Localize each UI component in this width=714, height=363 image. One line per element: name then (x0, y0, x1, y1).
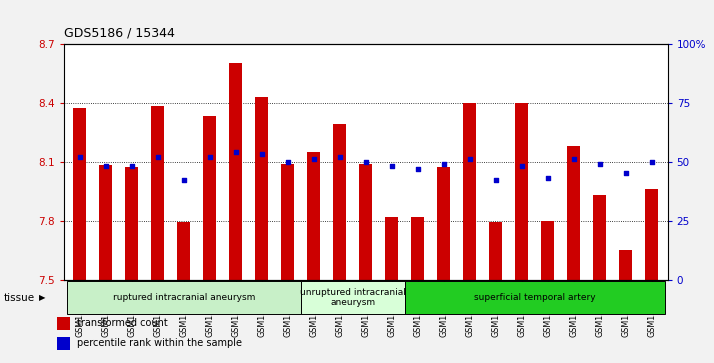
Bar (151, 106, 164, 280)
Bar (57, 317, 70, 330)
Point (334, 154, 346, 160)
Point (204, 154, 216, 160)
Bar (463, 102, 476, 280)
Point (620, 171, 632, 176)
Bar (203, 116, 216, 280)
Point (542, 175, 553, 181)
Bar (308, 152, 321, 280)
FancyBboxPatch shape (405, 281, 665, 314)
Bar (593, 195, 606, 280)
Point (74, 154, 86, 160)
Point (594, 161, 605, 167)
Point (646, 159, 658, 164)
Point (126, 163, 138, 169)
Bar (281, 163, 294, 280)
Point (386, 163, 398, 169)
Bar (333, 124, 346, 280)
Point (178, 178, 190, 183)
Bar (126, 167, 139, 280)
Bar (620, 250, 633, 280)
FancyBboxPatch shape (301, 281, 405, 314)
Bar (490, 223, 503, 280)
Point (516, 163, 528, 169)
Text: unruptured intracranial
aneurysm: unruptured intracranial aneurysm (300, 288, 406, 307)
Text: ruptured intracranial aneurysm: ruptured intracranial aneurysm (113, 293, 255, 302)
Point (282, 159, 293, 164)
Bar (74, 109, 86, 280)
Bar (256, 97, 268, 280)
Point (256, 152, 268, 158)
Point (308, 156, 320, 162)
Text: percentile rank within the sample: percentile rank within the sample (77, 338, 242, 348)
Bar (645, 189, 658, 280)
Point (412, 166, 423, 171)
Bar (386, 217, 398, 280)
FancyBboxPatch shape (67, 281, 301, 314)
Point (230, 149, 241, 155)
Text: tissue: tissue (4, 293, 35, 303)
Bar (541, 220, 555, 280)
Text: superficial temporal artery: superficial temporal artery (474, 293, 595, 302)
Bar (516, 102, 528, 280)
Point (568, 156, 580, 162)
Point (491, 178, 502, 183)
Bar (359, 163, 373, 280)
Point (438, 161, 450, 167)
Point (464, 156, 476, 162)
Bar (411, 217, 424, 280)
Bar (57, 337, 70, 350)
Text: transformed count: transformed count (77, 318, 168, 329)
Point (152, 154, 164, 160)
Bar (438, 167, 451, 280)
Bar (99, 166, 112, 280)
Bar (568, 146, 580, 280)
Text: ▶: ▶ (39, 293, 46, 302)
Point (360, 159, 371, 164)
Bar (229, 63, 242, 280)
Bar (177, 223, 191, 280)
Text: GDS5186 / 15344: GDS5186 / 15344 (64, 27, 175, 40)
Point (100, 163, 111, 169)
